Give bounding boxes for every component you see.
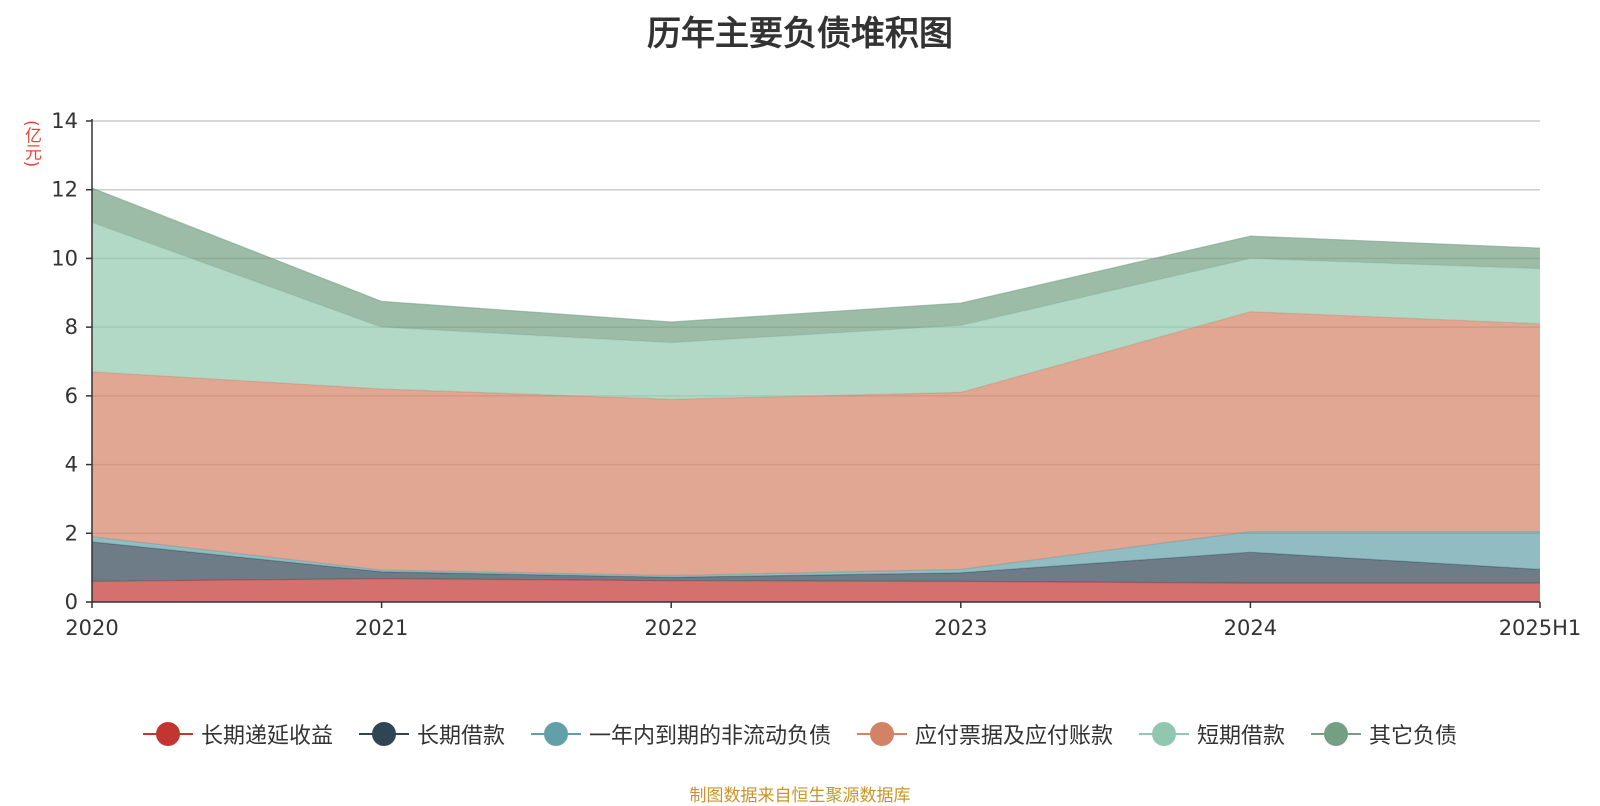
y-tick-label: 12 [51, 178, 78, 202]
y-tick-label: 14 [51, 109, 78, 133]
legend-marker-dot [543, 722, 568, 746]
legend-marker-icon [857, 722, 907, 746]
legend-item[interactable]: 应付票据及应付账款 [857, 718, 1113, 750]
y-tick-label: 8 [65, 315, 78, 339]
legend-item[interactable]: 一年内到期的非流动负债 [530, 718, 831, 750]
legend-marker-icon [142, 722, 193, 746]
legend-label: 其它负债 [1369, 724, 1458, 749]
legend-label: 应付票据及应付账款 [915, 724, 1114, 749]
legend-item[interactable]: 其它负债 [1311, 718, 1457, 750]
area-series-edge [91, 187, 1541, 323]
y-tick-label: 4 [65, 453, 78, 477]
axes: 0 2 4 6 8 10 12 14 2020 2021 2022 2023 2024 2025H1 [51, 109, 1581, 640]
area-series [92, 578, 1540, 602]
legend-marker-dot [1324, 722, 1349, 746]
x-tick-label: 2022 [644, 616, 697, 640]
legend-marker-dot [155, 722, 180, 746]
legend-marker-dot [371, 722, 396, 746]
x-tick-label: 2024 [1224, 616, 1277, 640]
chart-title: 历年主要负债堆积图 [647, 14, 953, 54]
legend-item[interactable]: 长期借款 [358, 718, 505, 750]
y-tick-label: 2 [65, 521, 78, 545]
legend-marker-dot [870, 722, 894, 746]
legend-item[interactable]: 长期递延收益 [142, 718, 333, 750]
y-tick-label: 6 [65, 384, 78, 408]
legend-marker-dot [1152, 722, 1177, 746]
y-tick-label: 0 [65, 590, 78, 614]
y-tick-label: 10 [51, 246, 78, 270]
legend-label: 长期递延收益 [200, 724, 333, 749]
area-series [92, 222, 1540, 400]
legend-label: 短期借款 [1197, 724, 1286, 749]
source-note: 制图数据来自恒生聚源数据库 [689, 786, 911, 806]
area-series [92, 531, 1540, 578]
legend-marker-icon [358, 722, 409, 746]
legend-label: 长期借款 [416, 724, 505, 749]
area-series [92, 541, 1540, 584]
stacked-areas [91, 187, 1541, 602]
legend-marker-icon [1311, 722, 1362, 746]
legend-item[interactable]: 短期借款 [1139, 718, 1285, 750]
x-tick-label: 2020 [65, 616, 118, 640]
legend-label: 一年内到期的非流动负债 [588, 724, 831, 749]
legend: 长期递延收益 长期借款 一年内到期的非流动负债 应付票据及应付账款 短期借款 其它负债 [0, 718, 1600, 750]
x-tick-label: 2023 [934, 616, 987, 640]
area-series [92, 311, 1540, 576]
x-tick-label: 2025H1 [1499, 616, 1582, 640]
x-tick-label: 2021 [355, 616, 408, 640]
y-axis-unit-label: (亿元) [21, 120, 41, 168]
legend-marker-icon [1139, 722, 1190, 746]
legend-marker-icon [530, 722, 581, 746]
